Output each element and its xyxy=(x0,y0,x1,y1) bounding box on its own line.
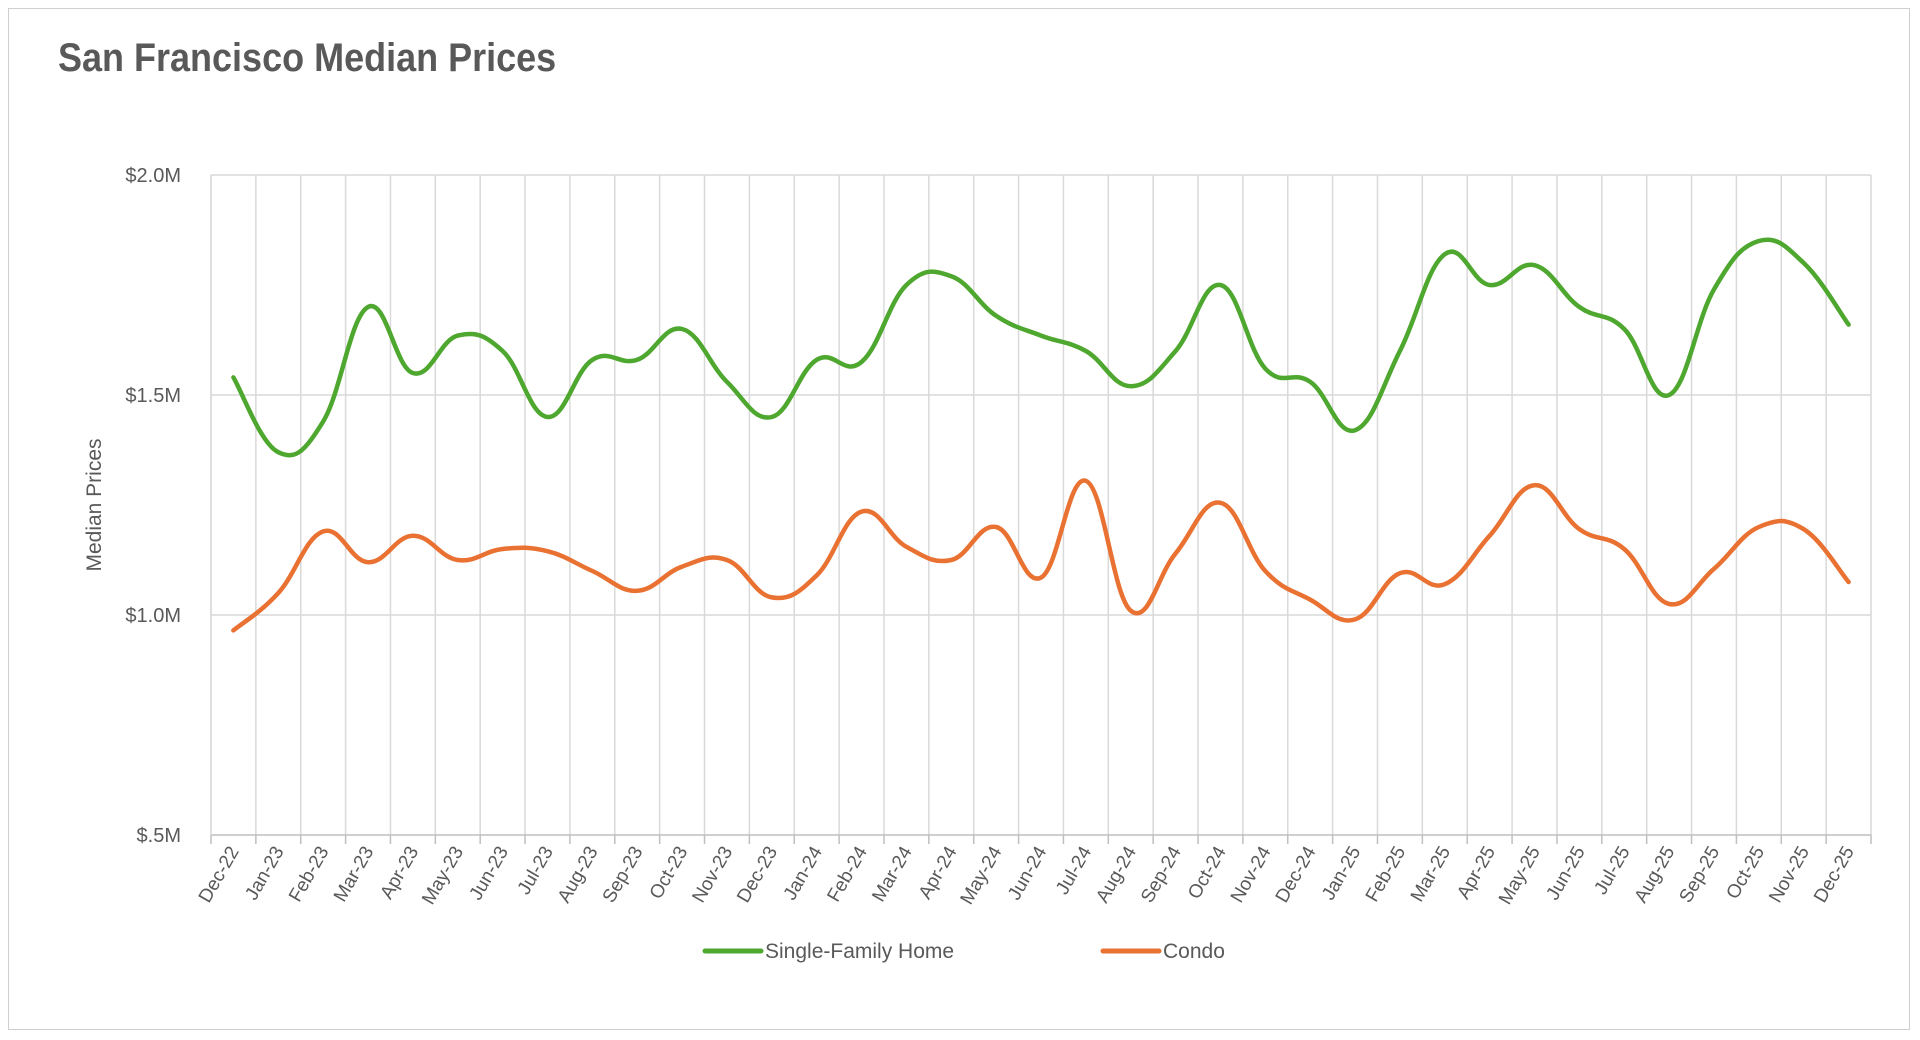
x-tick-label: Nov-24 xyxy=(1227,843,1276,907)
x-tick-label: Jul-24 xyxy=(1052,843,1096,899)
x-tick-label: Mar-24 xyxy=(868,843,916,906)
x-tick-label: Feb-25 xyxy=(1362,843,1410,906)
x-tick-label: Aug-23 xyxy=(554,843,603,907)
y-tick-label: $.5M xyxy=(137,825,181,847)
x-tick-label: Feb-23 xyxy=(285,843,333,906)
chart-frame xyxy=(8,8,1910,1030)
x-tick-label: Oct-24 xyxy=(1184,843,1231,903)
x-tick-labels: Dec-22Jan-23Feb-23Mar-23Apr-23May-23Jun-… xyxy=(195,843,1859,909)
x-tick-label: Jun-24 xyxy=(1004,843,1051,904)
x-tick-label: Sep-25 xyxy=(1675,843,1724,907)
series-lines xyxy=(231,237,1851,633)
gridlines xyxy=(210,174,1872,835)
x-tick-label: Oct-25 xyxy=(1722,843,1769,903)
x-tick-label: Apr-24 xyxy=(915,843,962,903)
x-tick-label: Oct-23 xyxy=(646,843,693,903)
x-tick-label: Jan-24 xyxy=(780,843,827,904)
x-tick-label: Dec-22 xyxy=(195,843,244,907)
x-tick-label: Feb-24 xyxy=(824,843,873,906)
x-tick-label: May-23 xyxy=(418,843,468,908)
x-tick-label: Jul-25 xyxy=(1591,843,1635,898)
x-tick-label: Jan-25 xyxy=(1318,843,1365,904)
x-tick-label: May-25 xyxy=(1495,843,1545,908)
x-tick-label: Apr-25 xyxy=(1453,843,1500,903)
x-tick-label: Sep-23 xyxy=(599,843,648,907)
x-tick-label: Aug-25 xyxy=(1631,843,1680,907)
legend: Single-Family Home Condo xyxy=(702,940,1225,963)
x-tick-label: May-24 xyxy=(957,843,1007,909)
x-tick-label: Apr-23 xyxy=(377,843,424,903)
y-tick-label: $1.5M xyxy=(125,385,181,407)
axes xyxy=(210,175,1872,844)
x-tick-label: Mar-25 xyxy=(1407,843,1455,906)
legend-label: Single-Family Home xyxy=(765,940,954,963)
x-tick-label: Sep-24 xyxy=(1137,843,1186,907)
x-tick-label: Jul-23 xyxy=(514,843,558,898)
x-tick-label: Dec-23 xyxy=(733,843,782,907)
legend-label: Condo xyxy=(1163,940,1225,963)
series-line-single-family-home xyxy=(231,237,1851,458)
x-tick-label: Jun-23 xyxy=(466,843,513,904)
series-line-condo xyxy=(231,478,1851,633)
y-axis-label: Median Prices xyxy=(83,438,106,571)
x-tick-label: Dec-25 xyxy=(1810,843,1859,907)
y-tick-label: $1.0M xyxy=(125,605,181,627)
y-tick-labels: $.5M $1.0M $1.5M $2.0M xyxy=(125,165,181,847)
y-tick-label: $2.0M xyxy=(125,165,181,187)
x-tick-label: Dec-24 xyxy=(1272,843,1321,907)
x-tick-label: Mar-23 xyxy=(330,843,378,906)
chart-title: San Francisco Median Prices xyxy=(58,36,557,80)
x-tick-label: Aug-24 xyxy=(1092,843,1141,907)
x-tick-label: Jun-25 xyxy=(1542,843,1589,904)
x-tick-label: Jan-23 xyxy=(241,843,288,904)
x-tick-label: Nov-23 xyxy=(688,843,737,907)
x-tick-label: Nov-25 xyxy=(1765,843,1814,907)
